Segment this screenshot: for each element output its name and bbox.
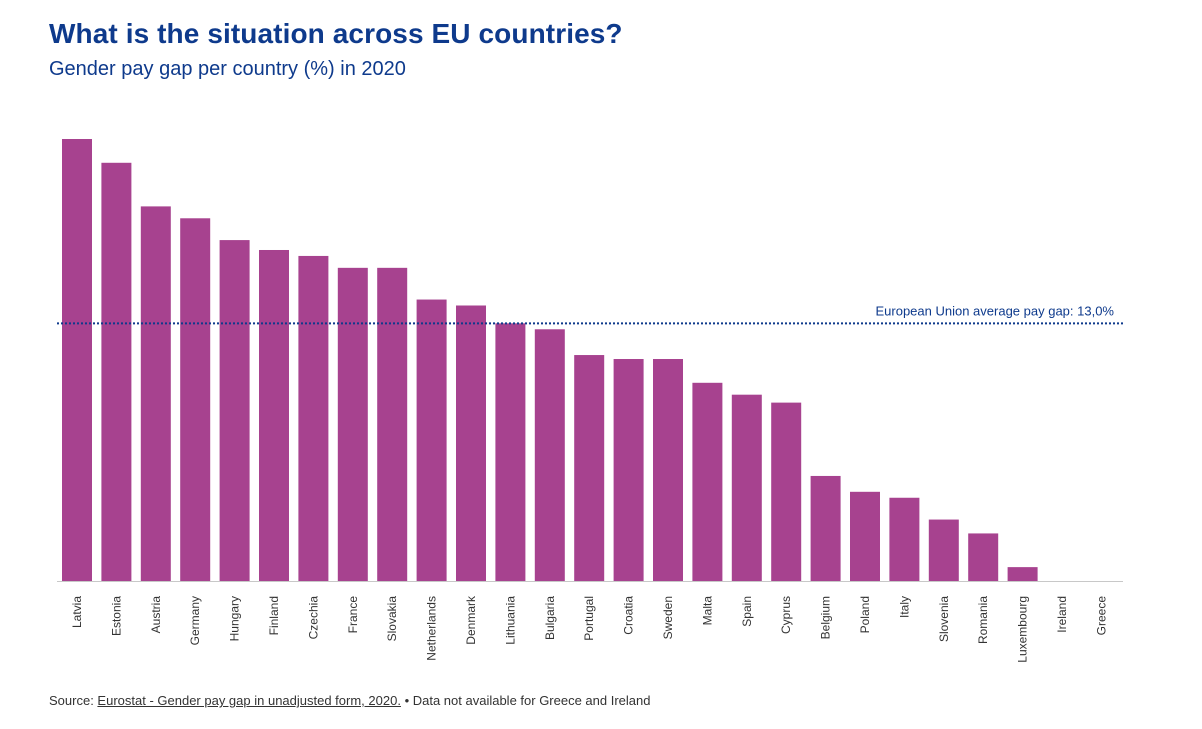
tick-label-bulgaria: Bulgaria [543, 596, 557, 640]
bar-czechia [298, 255, 329, 581]
tick-label-spain: Spain [740, 596, 754, 627]
bar-lithuania [495, 323, 526, 581]
bar-slovakia [377, 267, 408, 581]
bar-france [337, 267, 368, 581]
bar-slovenia [928, 519, 959, 581]
bar-luxembourg [1007, 567, 1038, 581]
bar-italy [889, 497, 920, 581]
tick-label-czechia: Czechia [306, 596, 320, 640]
bar-romania [968, 533, 999, 581]
tick-label-belgium: Belgium [819, 596, 833, 639]
bar-poland [850, 491, 880, 581]
bar-croatia [613, 359, 644, 581]
tick-label-croatia: Croatia [622, 596, 636, 635]
chart-subtitle: Gender pay gap per country (%) in 2020 [49, 58, 406, 80]
bar-spain [731, 394, 762, 581]
tick-label-lithuania: Lithuania [503, 596, 517, 645]
x-axis-tick-labels: Latvia Estonia Austria Germany Hungary Finlan… [70, 595, 1108, 663]
chart-title: What is the situation across EU countrie… [49, 18, 623, 49]
tick-label-austria: Austria [149, 596, 163, 634]
bar-germany [180, 218, 211, 581]
bar-latvia [62, 139, 92, 581]
bar-sweden [653, 359, 683, 581]
tick-label-finland: Finland [267, 596, 281, 635]
tick-label-poland: Poland [858, 596, 872, 633]
eu-average-label: European Union average pay gap: 13,0% [875, 303, 1114, 318]
tick-label-sweden: Sweden [661, 596, 675, 639]
tick-label-luxembourg: Luxembourg [1016, 596, 1030, 663]
bar-belgium [810, 475, 841, 581]
tick-label-greece: Greece [1094, 596, 1108, 636]
tick-label-latvia: Latvia [70, 596, 84, 628]
bar-cyprus [771, 402, 802, 581]
bars-group [62, 139, 1038, 581]
tick-label-slovakia: Slovakia [385, 596, 399, 642]
tick-label-hungary: Hungary [228, 596, 242, 641]
bar-bulgaria [534, 329, 565, 581]
source-link[interactable]: Eurostat - Gender pay gap in unadjusted … [97, 693, 401, 708]
tick-label-france: France [346, 596, 360, 634]
tick-label-romania: Romania [976, 596, 990, 644]
bar-malta [692, 382, 723, 581]
bar-hungary [219, 240, 250, 581]
bar-finland [259, 249, 289, 581]
tick-label-slovenia: Slovenia [937, 596, 951, 642]
tick-label-malta: Malta [700, 596, 714, 626]
bar-portugal [574, 355, 605, 581]
tick-label-cyprus: Cyprus [779, 596, 793, 634]
tick-label-estonia: Estonia [109, 596, 123, 636]
tick-label-germany: Germany [188, 596, 202, 645]
tick-label-ireland: Ireland [1055, 596, 1069, 633]
bar-austria [140, 206, 171, 581]
tick-label-italy: Italy [897, 596, 911, 618]
source-note: • Data not available for Greece and Irel… [400, 693, 651, 708]
bar-denmark [456, 305, 486, 581]
tick-label-denmark: Denmark [464, 595, 478, 645]
tick-label-portugal: Portugal [582, 596, 596, 641]
bar-estonia [101, 162, 132, 581]
source-footer: Source: Eurostat - Gender pay gap in una… [49, 693, 651, 708]
tick-label-netherlands: Netherlands [425, 596, 439, 661]
source-prefix: Source: [49, 693, 98, 708]
bar-netherlands [416, 299, 447, 581]
